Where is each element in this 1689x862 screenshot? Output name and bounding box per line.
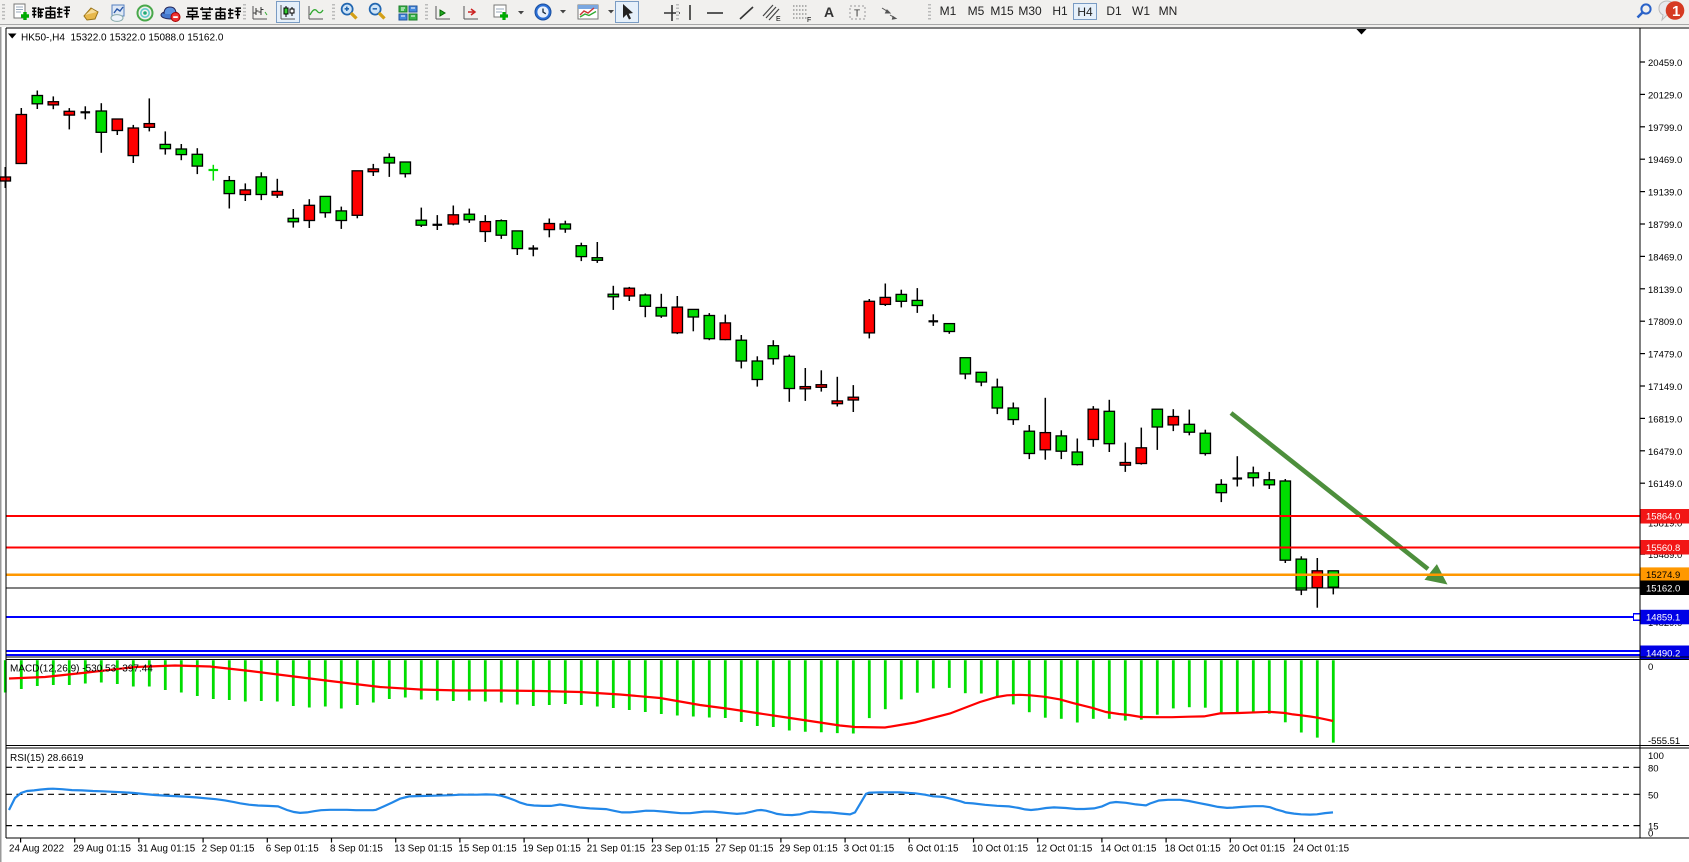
- svg-text:MACD(12,26,9) -530.53 -397.44: MACD(12,26,9) -530.53 -397.44: [10, 664, 153, 675]
- svg-text:50: 50: [1648, 790, 1659, 801]
- svg-text:20129.0: 20129.0: [1648, 90, 1682, 101]
- svg-text:21 Sep 01:15: 21 Sep 01:15: [587, 844, 646, 855]
- svg-text:0: 0: [1648, 829, 1653, 840]
- svg-text:18139.0: 18139.0: [1648, 285, 1682, 296]
- svg-text:19799.0: 19799.0: [1648, 123, 1682, 134]
- svg-text:18469.0: 18469.0: [1648, 252, 1682, 263]
- svg-text:14 Oct 01:15: 14 Oct 01:15: [1100, 844, 1157, 855]
- svg-text:14490.2: 14490.2: [1646, 648, 1680, 659]
- svg-text:T: T: [854, 9, 860, 20]
- svg-text:18799.0: 18799.0: [1648, 220, 1682, 231]
- svg-text:31 Aug 01:15: 31 Aug 01:15: [137, 844, 195, 855]
- svg-text:17809.0: 17809.0: [1648, 317, 1682, 328]
- svg-text:14859.1: 14859.1: [1646, 613, 1680, 624]
- svg-text:15274.9: 15274.9: [1646, 570, 1680, 581]
- svg-text:29 Sep 01:15: 29 Sep 01:15: [779, 844, 838, 855]
- svg-text:17149.0: 17149.0: [1648, 382, 1682, 393]
- svg-text:29 Aug 01:15: 29 Aug 01:15: [73, 844, 131, 855]
- svg-text:19 Sep 01:15: 19 Sep 01:15: [523, 844, 582, 855]
- svg-text:6 Oct 01:15: 6 Oct 01:15: [908, 844, 959, 855]
- svg-text:0: 0: [1648, 662, 1653, 673]
- svg-text:6 Sep 01:15: 6 Sep 01:15: [266, 844, 319, 855]
- svg-text:17479.0: 17479.0: [1648, 350, 1682, 361]
- svg-text:3 Oct 01:15: 3 Oct 01:15: [844, 844, 895, 855]
- svg-text:10 Oct 01:15: 10 Oct 01:15: [972, 844, 1029, 855]
- svg-text:HK50-,H4 15322.0 15322.0 1508: HK50-,H4 15322.0 15322.0 15088.0 15162.0: [21, 33, 224, 44]
- svg-text:RSI(15) 28.6619: RSI(15) 28.6619: [10, 753, 84, 764]
- svg-text:24 Aug 2022: 24 Aug 2022: [9, 844, 64, 855]
- svg-text:15489.0: 15489.0: [1648, 550, 1682, 561]
- svg-text:15819.0: 15819.0: [1648, 519, 1682, 530]
- svg-text:F: F: [807, 17, 811, 24]
- svg-text:27 Sep 01:15: 27 Sep 01:15: [715, 844, 774, 855]
- svg-text:12 Oct 01:15: 12 Oct 01:15: [1036, 844, 1093, 855]
- svg-text:19469.0: 19469.0: [1648, 155, 1682, 166]
- svg-text:E: E: [776, 16, 781, 23]
- svg-text:80: 80: [1648, 763, 1659, 774]
- svg-text:-555.51: -555.51: [1648, 736, 1680, 747]
- svg-text:15: 15: [1648, 822, 1659, 833]
- svg-text:19139.0: 19139.0: [1648, 188, 1682, 199]
- svg-text:8 Sep 01:15: 8 Sep 01:15: [330, 844, 383, 855]
- svg-text:18 Oct 01:15: 18 Oct 01:15: [1165, 844, 1222, 855]
- svg-text:24 Oct 01:15: 24 Oct 01:15: [1293, 844, 1350, 855]
- svg-text:20 Oct 01:15: 20 Oct 01:15: [1229, 844, 1286, 855]
- svg-text:20459.0: 20459.0: [1648, 58, 1682, 69]
- svg-text:15 Sep 01:15: 15 Sep 01:15: [458, 844, 517, 855]
- svg-text:13 Sep 01:15: 13 Sep 01:15: [394, 844, 453, 855]
- svg-text:15864.0: 15864.0: [1646, 512, 1680, 523]
- svg-text:16479.0: 16479.0: [1648, 447, 1682, 458]
- svg-text:15162.0: 15162.0: [1646, 583, 1680, 594]
- svg-text:2 Sep 01:15: 2 Sep 01:15: [202, 844, 255, 855]
- svg-text:16149.0: 16149.0: [1648, 479, 1682, 490]
- svg-text:1: 1: [1672, 3, 1680, 20]
- svg-text:23 Sep 01:15: 23 Sep 01:15: [651, 844, 710, 855]
- svg-text:16819.0: 16819.0: [1648, 414, 1682, 425]
- svg-text:100: 100: [1648, 751, 1664, 762]
- svg-text:15560.8: 15560.8: [1646, 543, 1680, 554]
